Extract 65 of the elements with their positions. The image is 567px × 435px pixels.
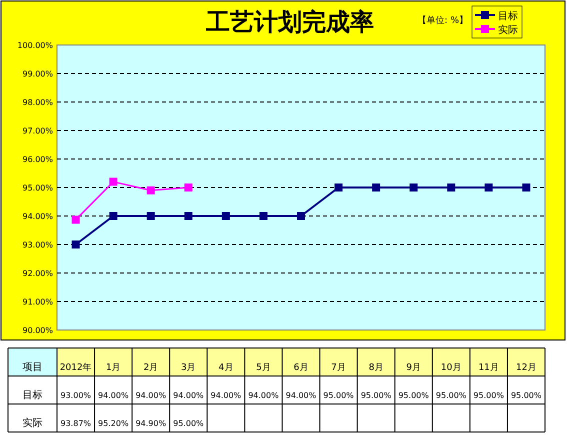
data-label: 94.90% [136,419,166,428]
point [447,184,456,192]
point [484,184,493,192]
x-tick-label: 11月 [478,363,499,373]
legend-label: 目标 [498,10,518,22]
y-tick-label: 96.00% [22,155,54,164]
chart-title: 工艺计划完成率 [205,8,374,36]
y-tick-label: 91.00% [22,298,54,306]
text: 项目 [22,362,42,373]
data-label: 94.00% [210,391,242,400]
text: 目标 [22,390,42,401]
point [222,212,230,220]
data-label: 95.00% [360,391,392,400]
point [259,212,268,220]
y-tick-label: 92.00% [22,269,54,278]
point [522,184,530,192]
data-label: 95.00% [173,419,204,428]
x-tick-label: 1月 [106,363,121,373]
data-label: 93.00% [60,391,92,400]
data-label: 94.00% [173,391,204,400]
x-tick-label: 2012年 [60,362,92,373]
point [372,184,380,192]
data-label: 95.00% [398,391,430,400]
x-tick-label: 3月 [181,363,196,373]
point [146,186,155,194]
legend-label: 实际 [498,24,518,36]
x-tick-label: 10月 [440,363,462,373]
y-tick-label: 98.00% [22,98,54,107]
point [146,212,155,220]
text: 实际 [22,418,42,429]
y-tick-label: 93.00% [22,240,54,250]
data-label: 95.00% [436,391,467,400]
point [297,212,305,220]
data-label: 94.00% [98,391,129,400]
x-tick-label: 7月 [331,363,346,373]
y-tick-label: 94.00% [22,212,54,221]
data-label: 94.00% [136,391,166,400]
x-tick-label: 8月 [368,363,384,373]
point [184,212,192,220]
x-tick-label: 12月 [516,363,536,373]
text: 【单位: %】 [418,15,468,26]
data-label: 95.00% [323,391,354,400]
point [72,240,80,248]
data-label: 95.20% [98,419,129,428]
data-label: 93.87% [60,419,92,428]
point [109,178,118,186]
point [334,184,343,192]
data-label: 94.00% [248,391,280,400]
data-label: 94.00% [286,391,317,400]
y-tick-label: 99.00% [22,70,54,78]
point [72,216,80,224]
point [410,184,418,192]
point [109,212,118,220]
x-tick-label: 6月 [294,363,308,373]
y-tick-label: 97.00% [22,126,54,136]
x-tick-label: 5月 [256,363,271,373]
x-tick-label: 2月 [143,363,158,373]
y-tick-label: 100.00% [17,41,54,50]
data-label: 95.00% [510,391,542,400]
y-tick-label: 90.00% [22,326,54,335]
x-tick-label: 9月 [406,363,421,373]
x-tick-label: 4月 [218,363,234,373]
point [184,184,192,192]
y-tick-label: 95.00% [22,184,54,192]
data-label: 95.00% [473,391,504,400]
